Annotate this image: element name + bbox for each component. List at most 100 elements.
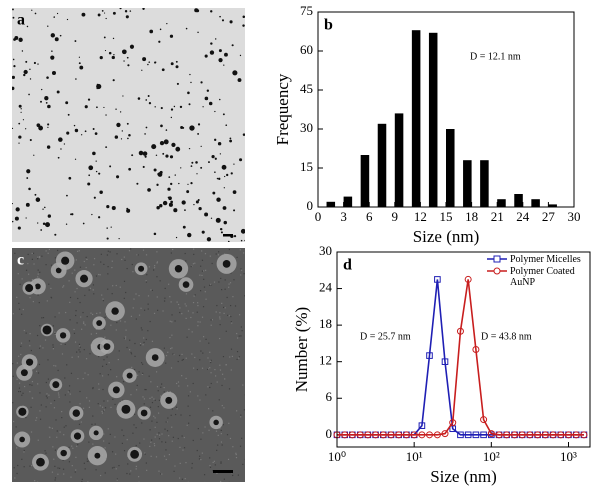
particle [191,161,194,164]
speck [163,386,165,389]
speck [23,385,26,388]
particle [91,213,93,216]
speck [136,254,138,256]
particle [46,76,49,79]
speck [184,303,186,305]
particle [210,217,213,219]
particle [148,61,151,63]
speck [155,371,158,373]
speck [156,433,158,435]
particle [119,8,122,10]
speck [141,329,143,331]
particle [38,125,44,131]
micrograph: c [12,248,245,482]
speck [76,322,78,324]
particle [204,212,209,217]
particle [219,227,223,231]
speck [224,253,226,255]
speck [165,441,167,443]
particle [237,78,242,82]
speck [221,302,223,304]
speck [212,410,214,412]
speck [135,444,137,447]
particle [18,37,23,42]
speck [143,337,145,339]
particle [82,222,85,225]
speck [37,258,39,260]
speck [131,263,133,266]
particle [166,22,168,25]
particle [96,83,99,86]
speck [74,269,76,271]
speck [37,273,39,275]
bar [531,199,540,207]
particle [187,183,189,186]
speck [68,446,70,448]
speck [64,394,66,396]
gold-core [112,386,120,394]
particle [227,240,230,242]
speck [170,367,173,369]
marker [387,431,395,439]
speck [45,406,47,408]
particle [154,106,156,108]
speck [99,312,101,314]
speck [229,282,232,284]
speck [193,248,195,250]
speck [37,276,39,278]
particle [53,16,55,18]
y-axis-label: Frequency [273,73,292,145]
speck [76,287,78,290]
speck [166,390,168,393]
y-tick-label: 75 [300,3,313,18]
speck [104,316,106,318]
speck [12,420,15,423]
speck [112,398,114,400]
speck [138,476,140,478]
speck [169,320,171,322]
particle [222,206,227,210]
particle [112,11,116,15]
speck [210,324,212,326]
speck [99,373,101,375]
speck [68,461,71,463]
particle [223,64,225,66]
speck [97,403,99,405]
particle [210,42,213,45]
speck [235,456,238,459]
marker [534,431,542,439]
speck [48,283,50,285]
particle [187,91,190,95]
marker [464,275,472,283]
x-tick-label: 30 [568,209,581,224]
speck [56,436,58,438]
speck [210,361,212,364]
speck [157,390,159,392]
speck [220,433,222,435]
gold-core [138,265,145,272]
speck [57,369,59,372]
speck [58,312,60,314]
speck [215,311,217,313]
speck [51,427,53,429]
particle [219,153,222,155]
particle [232,70,238,76]
marker [472,346,480,353]
speck [38,256,41,258]
speck [231,322,233,324]
speck [192,263,195,265]
speck [103,433,105,435]
speck [214,375,217,377]
speck [63,285,65,287]
speck [221,373,224,375]
particle [182,126,185,129]
speck [82,311,84,314]
particle [12,220,14,223]
speck [160,395,162,397]
speck [81,478,83,480]
speck [91,313,94,316]
speck [41,255,43,257]
particle [218,177,221,180]
speck [125,336,127,338]
